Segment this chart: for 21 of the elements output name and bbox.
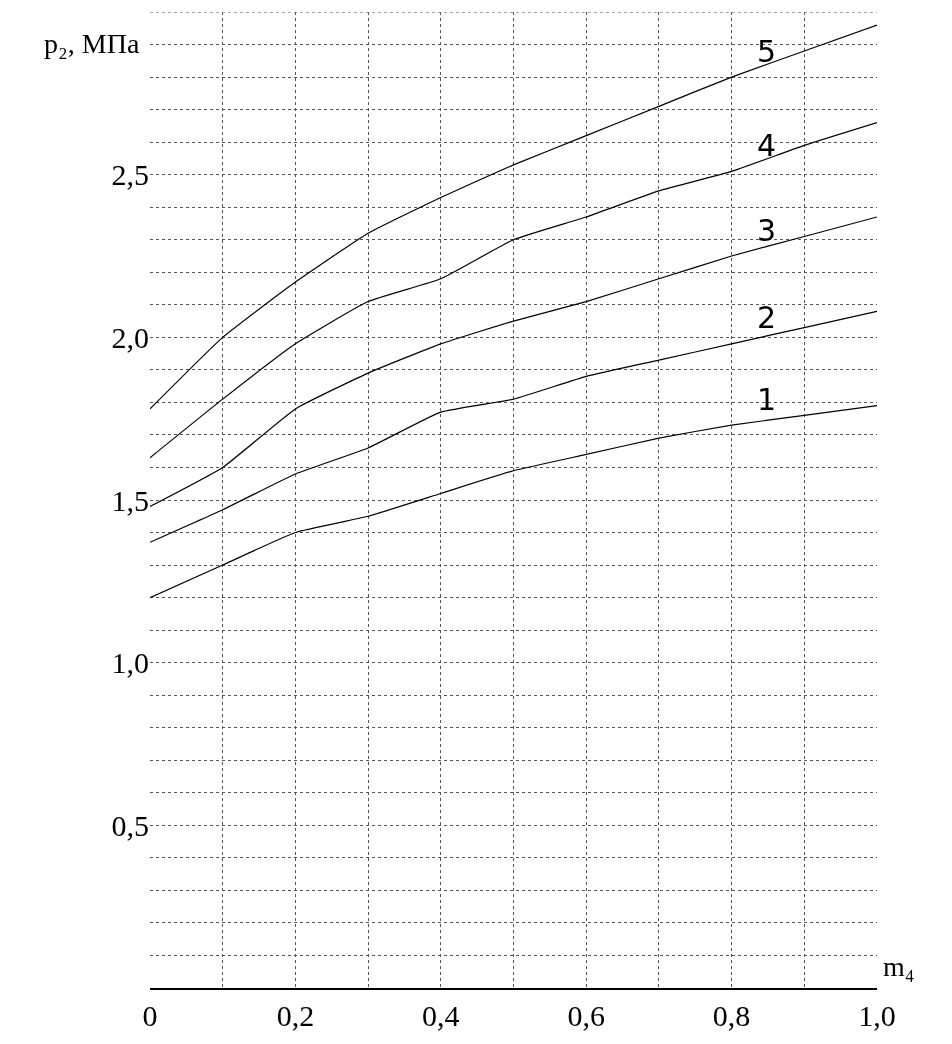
series-label: 3 [757,213,777,248]
line-series [150,122,877,459]
x-axis-title: m₄ [883,951,915,982]
x-tick-label: 0,6 [567,999,605,1032]
y-tick-label: 1,5 [111,483,149,517]
y-tick-label: 0,5 [111,808,149,842]
y-tick-label: 2,0 [111,320,149,354]
y-axis-title: p₂, МПа [44,28,140,59]
x-tick-label: 0,4 [422,999,460,1032]
series-label: 4 [757,128,777,163]
y-tick-label: 1,0 [111,646,149,680]
x-tick-label: 1,0 [858,999,896,1032]
line-series [150,24,877,410]
x-tick-label: 0,2 [276,999,315,1032]
line-series [150,216,877,508]
x-tick-label: 0 [142,999,158,1032]
series-label: 1 [757,382,777,417]
series-label: 5 [757,34,777,69]
series-label: 2 [757,300,777,335]
y-tick-label: 2,5 [111,158,149,192]
x-tick-label: 0,8 [712,999,751,1032]
